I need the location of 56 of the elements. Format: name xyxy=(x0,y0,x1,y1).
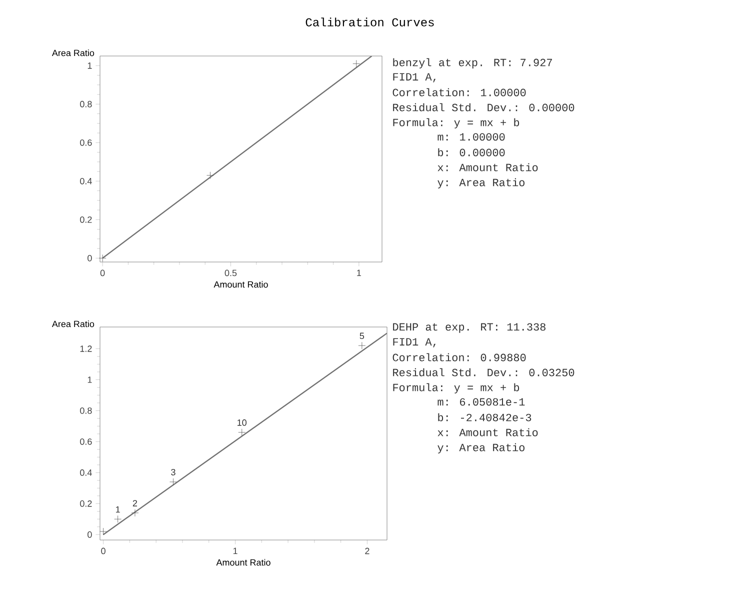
y-axis-title: Area Ratio xyxy=(52,320,94,328)
x-tick-label: 0 xyxy=(100,270,105,276)
point xyxy=(206,172,214,180)
text: m: 1.00000 xyxy=(438,133,505,141)
y-tick-label: 0 xyxy=(88,254,92,262)
text: Formula: y = mx + b xyxy=(393,118,520,128)
text: x: Amount Ratio xyxy=(438,163,538,172)
annotation: 5 xyxy=(360,332,364,340)
y-tick-label: 1.2 xyxy=(80,346,92,352)
text: FID1 A, xyxy=(393,338,436,348)
point xyxy=(114,515,122,523)
x-tick-label: 0.5 xyxy=(224,270,237,276)
chart-title: Calibration Curves xyxy=(306,18,434,26)
y-tick-label: 0.4 xyxy=(80,469,92,476)
annotation: 1 xyxy=(116,506,120,513)
x-tick-label: 2 xyxy=(365,548,370,554)
annotation: 3 xyxy=(171,468,176,476)
x-tick-label: 0 xyxy=(101,548,106,554)
point xyxy=(238,428,246,436)
y-tick-label: 1 xyxy=(88,376,92,383)
y-tick-label: 0.2 xyxy=(80,216,92,223)
y-tick-label: 0.8 xyxy=(80,407,92,414)
point xyxy=(100,528,107,536)
text: m: 6.05081e-1 xyxy=(438,398,525,406)
point xyxy=(352,60,360,68)
text: DEHP at exp. RT: 11.338 xyxy=(393,323,546,333)
y-tick-label: 0.6 xyxy=(80,139,92,146)
y-tick-label: 0 xyxy=(88,531,92,538)
annotation: 2 xyxy=(132,500,138,506)
y-tick-label: 0.4 xyxy=(80,178,92,184)
text: Residual Std. Dev.: 0.00000 xyxy=(393,103,574,112)
text: Residual Std. Dev.: 0.03250 xyxy=(393,368,574,376)
y-tick-label: 0.2 xyxy=(80,500,92,507)
x-axis-title: Amount Ratio xyxy=(214,281,268,288)
annotation: 10 xyxy=(238,419,247,426)
x-axis-title: Amount Ratio xyxy=(216,559,270,566)
text: Correlation: 0.99880 xyxy=(392,353,526,362)
text: y: Area Ratio xyxy=(438,443,524,454)
text: b: -2.40842e-3 xyxy=(438,413,532,422)
text: FID1 A, xyxy=(393,73,436,82)
point xyxy=(358,342,366,350)
x-tick-label: 1 xyxy=(233,548,238,554)
x-tick-label: 1 xyxy=(357,270,361,276)
y-tick-label: 0.8 xyxy=(80,100,92,108)
point xyxy=(170,478,177,486)
y-tick-label: 1 xyxy=(88,62,92,69)
text: benzyl at exp. RT: 7.927 xyxy=(393,58,552,68)
text: x: Amount Ratio xyxy=(438,428,538,436)
y-tick-label: 0.6 xyxy=(80,438,92,445)
text: b: 0.00000 xyxy=(438,148,505,156)
text: Correlation: 1.00000 xyxy=(392,88,526,96)
point xyxy=(98,254,106,262)
y-axis-title: Area Ratio xyxy=(52,50,94,56)
point xyxy=(131,509,139,517)
text: y: Area Ratio xyxy=(438,178,524,188)
text: Formula: y = mx + b xyxy=(393,383,520,394)
